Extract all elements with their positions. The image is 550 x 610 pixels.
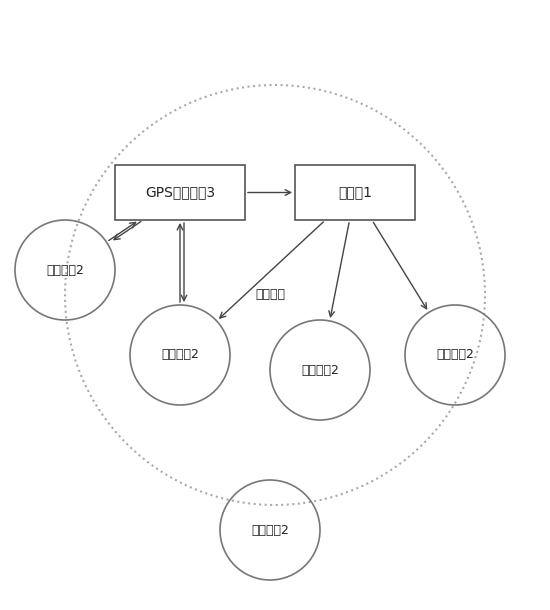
- Text: 目标范围: 目标范围: [255, 289, 285, 301]
- Text: 移动终端2: 移动终端2: [436, 348, 474, 362]
- Bar: [115, 165, 245, 220]
- Text: 服务端1: 服务端1: [338, 185, 372, 199]
- Bar: [295, 165, 415, 220]
- Text: 移动终端2: 移动终端2: [301, 364, 339, 376]
- Text: GPS定位模块3: GPS定位模块3: [145, 185, 215, 199]
- Text: 移动终端2: 移动终端2: [161, 348, 199, 362]
- Text: 移动终端2: 移动终端2: [46, 264, 84, 276]
- Text: 移动终端2: 移动终端2: [251, 523, 289, 537]
